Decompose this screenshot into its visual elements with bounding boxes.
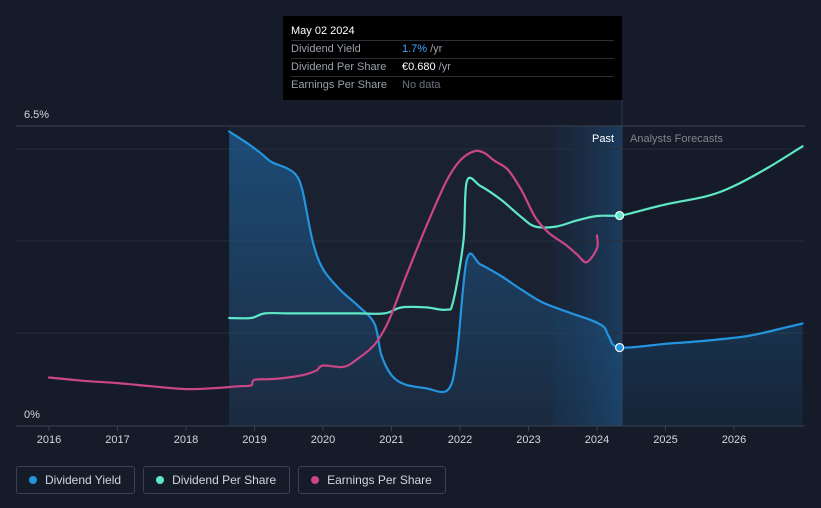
legend-item-dividend-yield[interactable]: Dividend Yield [16, 466, 136, 494]
past-label: Past [592, 133, 614, 145]
legend-label: Earnings Per Share [327, 473, 432, 487]
legend-label: Dividend Per Share [172, 473, 277, 487]
tooltip-unit: /yr [438, 61, 451, 73]
dividend-per-share-line [228, 145, 804, 320]
x-tick-label: 2020 [311, 434, 335, 446]
tooltip-label: Dividend Yield [291, 43, 361, 55]
tooltip-row-earnings-per-share: Earnings Per Share No data [291, 76, 614, 94]
tooltip-row-dividend-per-share: Dividend Per Share €0.680 /yr [291, 58, 614, 76]
forecast-label: Analysts Forecasts [630, 133, 723, 145]
tooltip-value: 1.7% [402, 43, 428, 55]
dividend-per-share-current-marker [615, 210, 625, 221]
tooltip-date: May 02 2024 [291, 25, 355, 37]
tooltip-value: No data [402, 79, 441, 91]
legend-dot-icon [29, 476, 37, 484]
x-tick-label: 2019 [242, 434, 266, 446]
tooltip-value: €0.680 [402, 61, 436, 73]
x-tick-label: 2018 [174, 434, 198, 446]
x-tick-label: 2021 [379, 434, 403, 446]
x-tick-label: 2024 [585, 434, 609, 446]
tooltip-unit: /yr [430, 43, 443, 55]
legend-dot-icon [156, 476, 165, 484]
legend-item-dividend-per-share[interactable]: Dividend Per Share [143, 466, 291, 494]
y-axis-top-label: 6.5% [24, 109, 49, 121]
tooltip-label: Dividend Per Share [291, 61, 387, 73]
legend-dot-icon [311, 476, 320, 484]
x-tick-label: 2026 [722, 434, 746, 446]
x-tick-label: 2022 [448, 434, 472, 446]
dividend-yield-current-marker [615, 342, 625, 353]
x-tick-label: 2023 [516, 434, 540, 446]
chart-legend: Dividend Yield Dividend Per Share Earnin… [16, 466, 446, 494]
tooltip-row-dividend-yield: Dividend Yield 1.7% /yr [291, 40, 614, 58]
dividend-yield-area [229, 131, 803, 427]
tooltip-label: Earnings Per Share [291, 79, 387, 91]
legend-item-earnings-per-share[interactable]: Earnings Per Share [298, 466, 446, 494]
x-tick-label: 2025 [653, 434, 677, 446]
x-tick-label: 2017 [105, 434, 129, 446]
earnings-per-share-line [47, 149, 599, 391]
dividend-yield-line [228, 130, 804, 394]
legend-label: Dividend Yield [45, 473, 122, 487]
chart-tooltip: May 02 2024 Dividend Yield 1.7% /yr Divi… [283, 16, 622, 100]
y-axis-bottom-label: 0% [24, 409, 40, 421]
x-tick-label: 2016 [37, 434, 61, 446]
